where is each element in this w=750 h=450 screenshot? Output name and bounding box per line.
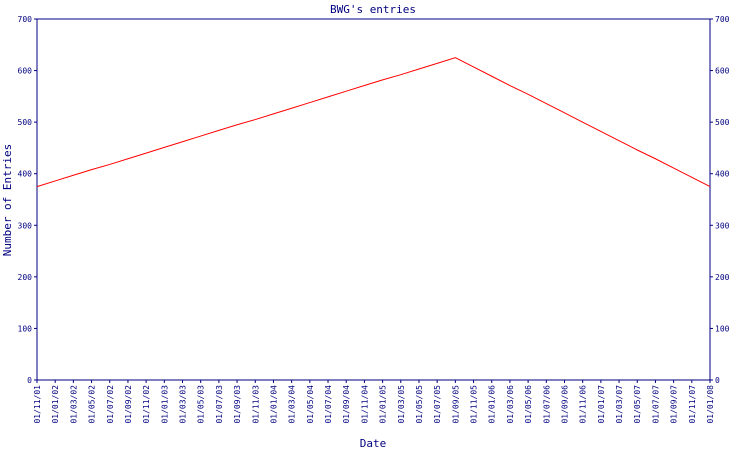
x-tick-label: 01/05/05 xyxy=(415,385,424,424)
y-tick-label: 500 xyxy=(18,118,33,127)
x-tick-label: 01/07/04 xyxy=(324,385,333,424)
x-tick-label: 01/05/02 xyxy=(88,385,97,424)
x-tick-label: 01/11/05 xyxy=(470,385,479,424)
y2-tick-label: 100 xyxy=(715,324,730,333)
x-tick-label: 01/09/04 xyxy=(342,385,351,424)
x-tick-label: 01/01/02 xyxy=(51,385,60,424)
y-tick-label: 100 xyxy=(18,324,33,333)
x-tick-label: 01/11/02 xyxy=(142,385,151,424)
x-tick-label: 01/09/07 xyxy=(670,385,679,424)
x-tick-label: 01/03/06 xyxy=(506,385,515,424)
y2-tick-label: 600 xyxy=(715,67,730,76)
x-tick-label: 01/09/02 xyxy=(124,385,133,424)
x-tick-label: 01/03/04 xyxy=(288,385,297,424)
x-tick-label: 01/09/06 xyxy=(560,385,569,424)
plot-frame xyxy=(36,18,711,381)
x-tick-label: 01/03/05 xyxy=(397,385,406,424)
y2-tick-label: 300 xyxy=(715,221,730,230)
y-axis-label: Number of Entries xyxy=(1,144,14,257)
x-tick-label: 01/11/03 xyxy=(251,385,260,424)
x-tick-label: 01/09/05 xyxy=(451,385,460,424)
y2-tick-label: 200 xyxy=(715,273,730,282)
x-tick-label: 01/05/07 xyxy=(633,385,642,424)
x-tick-label: 01/07/02 xyxy=(106,385,115,424)
x-tick-label: 01/07/03 xyxy=(215,385,224,424)
x-tick-label: 01/03/03 xyxy=(179,385,188,424)
x-tick-label: 01/01/05 xyxy=(379,385,388,424)
x-tick-label: 01/01/06 xyxy=(488,385,497,424)
chart-title: BWG's entries xyxy=(330,3,416,16)
x-tick-label: 01/01/03 xyxy=(160,385,169,424)
x-tick-label: 01/09/03 xyxy=(233,385,242,424)
x-tick-label: 01/05/03 xyxy=(197,385,206,424)
y2-tick-label: 0 xyxy=(715,376,720,385)
y-tick-label: 700 xyxy=(18,15,33,24)
x-tick-label: 01/05/04 xyxy=(306,385,315,424)
x-tick-label: 01/07/07 xyxy=(651,385,660,424)
x-tick-label: 01/07/05 xyxy=(433,385,442,424)
y-tick-label: 600 xyxy=(18,67,33,76)
x-axis-label: Date xyxy=(360,437,387,450)
y-tick-label: 300 xyxy=(18,221,33,230)
x-tick-label: 01/05/06 xyxy=(524,385,533,424)
x-tick-label: 01/01/07 xyxy=(597,385,606,424)
x-tick-label: 01/07/06 xyxy=(542,385,551,424)
y-tick-label: 0 xyxy=(27,376,32,385)
x-tick-label: 01/11/06 xyxy=(579,385,588,424)
x-tick-label: 01/01/08 xyxy=(706,385,715,424)
x-tick-label: 01/11/01 xyxy=(33,385,42,424)
x-tick-label: 01/03/07 xyxy=(615,385,624,424)
x-tick-label: 01/11/04 xyxy=(360,385,369,424)
y2-tick-label: 500 xyxy=(715,118,730,127)
y2-tick-label: 700 xyxy=(715,15,730,24)
y-tick-label: 200 xyxy=(18,273,33,282)
line xyxy=(36,57,711,188)
y-tick-label: 400 xyxy=(18,170,33,179)
x-tick-label: 01/11/07 xyxy=(688,385,697,424)
x-tick-label: 01/03/02 xyxy=(69,385,78,424)
x-tick-label: 01/01/04 xyxy=(269,385,278,424)
y2-tick-label: 400 xyxy=(715,170,730,179)
